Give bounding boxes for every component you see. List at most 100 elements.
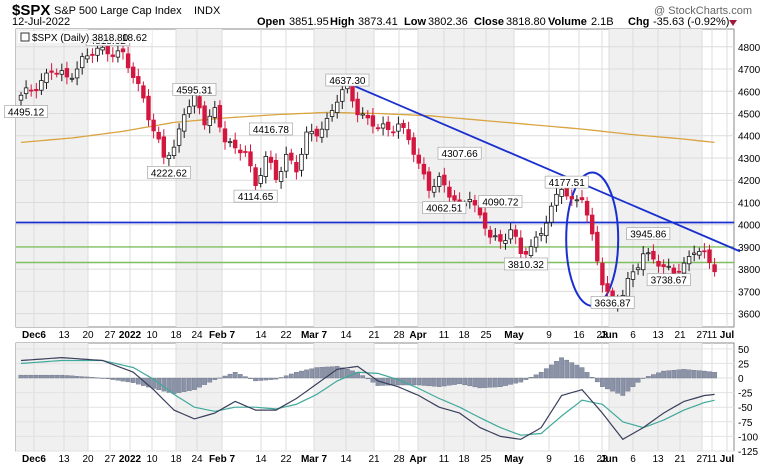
macd-histogram-bar [151,377,156,389]
macd-histogram-bar [258,377,264,381]
macd-histogram-bar [691,369,697,379]
legend-mini-value: 18.62 [122,33,147,44]
chg-value: -35.63 (-0.92%) [653,16,729,28]
macd-y-tick-label: -75 [738,418,753,429]
price-annotation: 4495.12 [8,108,45,119]
candle-body [39,80,44,91]
macd-histogram-bar [44,374,49,379]
candle-body [661,264,666,268]
candle-body [130,66,136,78]
candle-body [115,50,121,58]
x-tick-label: 9 [546,454,552,465]
candle-body [294,161,299,173]
macd-histogram-bar [130,377,136,383]
macd-y-tick-label: -25 [738,389,753,400]
x-tick-label: 21 [368,330,380,341]
candle-body [365,114,370,119]
macd-histogram-bar [431,377,437,387]
price-annotation: 3636.87 [595,298,632,309]
candle-body [110,54,115,57]
x-tick-label: 14 [340,454,352,465]
price-annotation-box [503,257,548,271]
macd-histogram-bar [334,366,340,379]
month-shade [314,29,374,327]
candle-body [304,131,309,155]
macd-histogram-bar [523,377,529,380]
macd-histogram-bar [625,377,631,392]
price-annotation: 4114.65 [238,192,274,203]
macd-histogram-bar [421,377,427,386]
macd-histogram-bar [186,377,192,391]
candle-body [686,256,692,265]
macd-histogram-bar [564,359,570,379]
high-value: 3873.41 [358,16,398,28]
macd-histogram-bar [294,372,299,379]
candle-body [171,146,177,156]
price-annotation-box [147,166,191,179]
x-tick-label: 21 [368,454,380,465]
candle-body [253,167,258,186]
candle-body [156,131,161,140]
candle-body [569,196,574,200]
candle-body [18,94,24,101]
macd-histogram-bar [217,377,223,379]
candle-body [258,175,263,184]
candle-body [59,70,64,75]
candle-body [283,153,289,172]
macd-histogram-bar [426,377,432,387]
close-value: 3818.80 [506,16,546,28]
macd-y-tick-label: 50 [738,345,750,356]
x-tick-label: May [504,454,524,465]
candle-body [243,151,248,153]
candle-body [355,98,360,116]
y-tick-label: 3900 [738,243,761,254]
x-tick-label: Mar 7 [301,454,328,465]
macd-histogram-bar [452,377,457,385]
candle-body [309,130,314,135]
candle-body [447,186,452,198]
macd-histogram-bar [268,377,274,380]
price-annotation-box [590,296,635,309]
macd-histogram-bar [559,357,564,379]
macd-histogram-bar [589,377,595,379]
macd-histogram-bar [314,367,320,379]
macd-histogram-bar [620,377,626,396]
candle-body [533,236,539,248]
x-tick-label: Apr [409,330,426,341]
candle-body [187,106,192,115]
candle-body [314,128,319,137]
macd-histogram-bar [115,377,121,381]
candle-body [289,152,294,161]
candle-body [641,253,646,271]
x-tick-label: 6 [630,454,636,465]
candle-body [646,252,651,255]
x-tick-label: 21 [674,454,686,465]
macd-histogram-bar [39,374,44,379]
candle-body [385,121,391,131]
price-annotation-box [4,105,49,118]
macd-histogram-bar [227,373,233,379]
candle-body [49,70,54,73]
x-tick-label: 16 [573,330,585,341]
macd-histogram-bar [477,377,483,389]
macd-y-tick-label: -50 [738,403,753,414]
x-tick-label: 2022 [119,330,142,341]
candle-body [605,283,610,292]
close-label: Close [474,16,504,28]
price-annotation-box [478,195,523,208]
candle-body [370,115,376,127]
price-panel: 3600 3700 3800 3900 4000 4100 4200 4300 4400 4500… [4,28,761,341]
macd-histogram-bar [574,364,580,379]
candle-body [559,189,564,197]
candle-body [396,123,401,132]
x-tick-label: 14 [255,330,267,341]
macd-histogram-bar [416,377,422,386]
exchange-code: INDX [194,5,221,17]
macd-histogram-bar [120,377,126,382]
macd-histogram-bar [651,374,656,379]
candle-body [452,195,457,201]
candle-body [595,231,600,262]
macd-histogram-bar [207,377,213,383]
